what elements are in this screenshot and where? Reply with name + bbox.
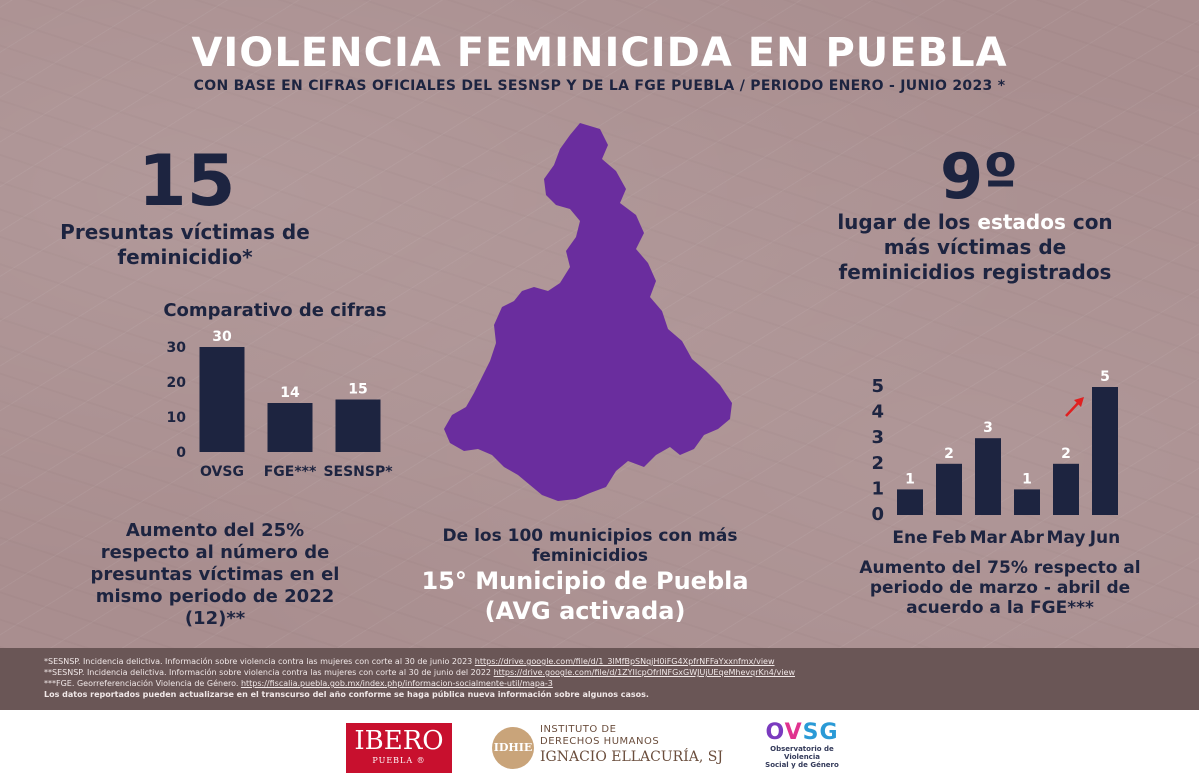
- y-tick-label: 3: [871, 427, 884, 448]
- logo-bar: IBERO PUEBLA ® IDHIE INSTITUTO DE DERECH…: [0, 710, 1199, 776]
- source-note-1: *SESNSP. Incidencia delictiva. Informaci…: [44, 656, 1199, 667]
- data-label: 30: [212, 329, 232, 345]
- x-tick-label: Ene: [892, 528, 927, 548]
- idhie-logo-text: INSTITUTO DE DERECHOS HUMANOS IGNACIO EL…: [540, 724, 723, 766]
- state-rank-label: lugar de los estados con más víctimas de…: [825, 210, 1125, 285]
- idhie-line-1: INSTITUTO DE: [540, 724, 617, 735]
- month-bar-mar: [975, 438, 1001, 515]
- ovsg-sub-1: Observatorio de Violencia: [770, 745, 834, 761]
- data-label: 3: [983, 420, 993, 436]
- data-label: 1: [905, 471, 915, 487]
- ibero-logo-name: IBERO: [354, 726, 444, 756]
- data-label: 2: [1061, 446, 1071, 462]
- municipalities-caption: De los 100 municipios con más feminicidi…: [442, 526, 738, 566]
- x-tick-label: FGE***: [264, 464, 317, 480]
- ovsg-logo-name: OVSG: [752, 720, 852, 745]
- month-bar-jun: [1092, 387, 1118, 515]
- puebla-map-shape: [444, 123, 732, 501]
- source-link-2[interactable]: https://drive.google.com/file/d/1ZYIIcpO…: [493, 668, 796, 677]
- sources-footer: *SESNSP. Incidencia delictiva. Informaci…: [0, 648, 1199, 710]
- victims-count: 15: [138, 140, 236, 222]
- ovsg-letter-v: V: [784, 720, 803, 745]
- month-bar-feb: [936, 463, 962, 515]
- x-tick-label: Abr: [1010, 528, 1044, 548]
- y-tick-label: 10: [167, 410, 187, 426]
- idhie-logo-mark: IDHIE: [492, 727, 534, 769]
- source-note-2: **SESNSP. Incidencia delictiva. Informac…: [44, 667, 1199, 678]
- comp-bar-sesnsp: [335, 399, 381, 452]
- y-tick-label: 1: [871, 478, 884, 499]
- y-tick-label: 0: [176, 445, 186, 461]
- comparison-chart-title: Comparativo de cifras: [163, 300, 387, 321]
- x-tick-label: May: [1047, 528, 1086, 548]
- victims-label: Presuntas víctimas de feminicidio*: [60, 220, 310, 269]
- y-tick-label: 2: [871, 453, 884, 474]
- data-label: 15: [348, 382, 367, 398]
- source-note-2-text: **SESNSP. Incidencia delictiva. Informac…: [44, 668, 494, 677]
- idhie-line-3: IGNACIO ELLACURÍA, SJ: [540, 749, 723, 765]
- ovsg-letter-o: O: [765, 720, 785, 745]
- month-bar-ene: [897, 489, 923, 515]
- comparison-caption: Aumento del 25% respecto al número de pr…: [90, 520, 340, 629]
- state-rank-label-highlight: estados: [977, 210, 1066, 234]
- puebla-state-map: [444, 123, 732, 501]
- ovsg-letters-sg: SG: [802, 720, 839, 745]
- trend-arrow-head: [1074, 397, 1084, 407]
- source-link-1[interactable]: https://drive.google.com/file/d/1_3lMfBp…: [474, 657, 775, 666]
- x-tick-label: OVSG: [200, 464, 244, 480]
- source-note-3: ***FGE. Georreferenciación Violencia de …: [44, 678, 1199, 689]
- source-note-3-text: ***FGE. Georreferenciación Violencia de …: [44, 679, 241, 688]
- y-tick-label: 5: [871, 376, 884, 397]
- ovsg-logo: OVSG Observatorio de Violencia Social y …: [752, 720, 852, 769]
- state-rank: 9º: [940, 140, 1019, 213]
- ovsg-sub-2: Social y de Género: [765, 761, 839, 769]
- monthly-caption: Aumento del 75% respecto al periodo de m…: [859, 558, 1141, 618]
- x-tick-label: Jun: [1089, 528, 1121, 548]
- x-tick-label: SESNSP*: [323, 464, 393, 480]
- monthly-bar-chart: 0 1 2 3 4 5 1 Ene 2 Feb 3 Mar 1 Abr 2 May 5 Jun: [871, 369, 1121, 548]
- source-note-1-text: *SESNSP. Incidencia delictiva. Informaci…: [44, 657, 475, 666]
- comp-bar-ovsg: [199, 347, 245, 452]
- y-tick-label: 0: [871, 504, 884, 525]
- page-title: VIOLENCIA FEMINICIDA EN PUEBLA: [191, 30, 1008, 76]
- data-label: 1: [1022, 471, 1032, 487]
- state-rank-label-post: con más víctimas de feminicidios registr…: [838, 210, 1113, 284]
- trend-arrow-icon: [1065, 397, 1084, 417]
- x-tick-label: Feb: [932, 528, 967, 548]
- month-bar-abr: [1014, 489, 1040, 515]
- y-tick-label: 30: [167, 340, 187, 356]
- comp-bar-fge: [267, 403, 313, 452]
- comparison-bar-chart: 0 10 20 30 30 OVSG 14 FGE*** 15 SESNSP*: [167, 329, 394, 480]
- data-label: 14: [280, 385, 300, 401]
- infographic-poster: VIOLENCIA FEMINICIDA EN PUEBLA CON BASE …: [0, 0, 1199, 648]
- source-link-3[interactable]: https://fiscalia.puebla.gob.mx/index.php…: [240, 679, 553, 688]
- data-label: 5: [1100, 369, 1110, 385]
- y-tick-label: 4: [871, 402, 884, 423]
- page-subtitle: CON BASE EN CIFRAS OFICIALES DEL SESNSP …: [193, 78, 1006, 94]
- municipality-rank: 15° Municipio de Puebla (AVG activada): [421, 567, 749, 625]
- idhie-line-2: DERECHOS HUMANOS: [540, 736, 660, 747]
- ibero-logo: IBERO PUEBLA ®: [346, 723, 452, 773]
- y-tick-label: 20: [167, 375, 187, 391]
- x-tick-label: Mar: [970, 528, 1007, 548]
- data-label: 2: [944, 446, 954, 462]
- month-bar-may: [1053, 463, 1079, 515]
- ibero-logo-sub: PUEBLA ®: [372, 756, 426, 765]
- data-update-note: Los datos reportados pueden actualizarse…: [44, 690, 649, 699]
- state-rank-label-pre: lugar de los: [837, 210, 978, 234]
